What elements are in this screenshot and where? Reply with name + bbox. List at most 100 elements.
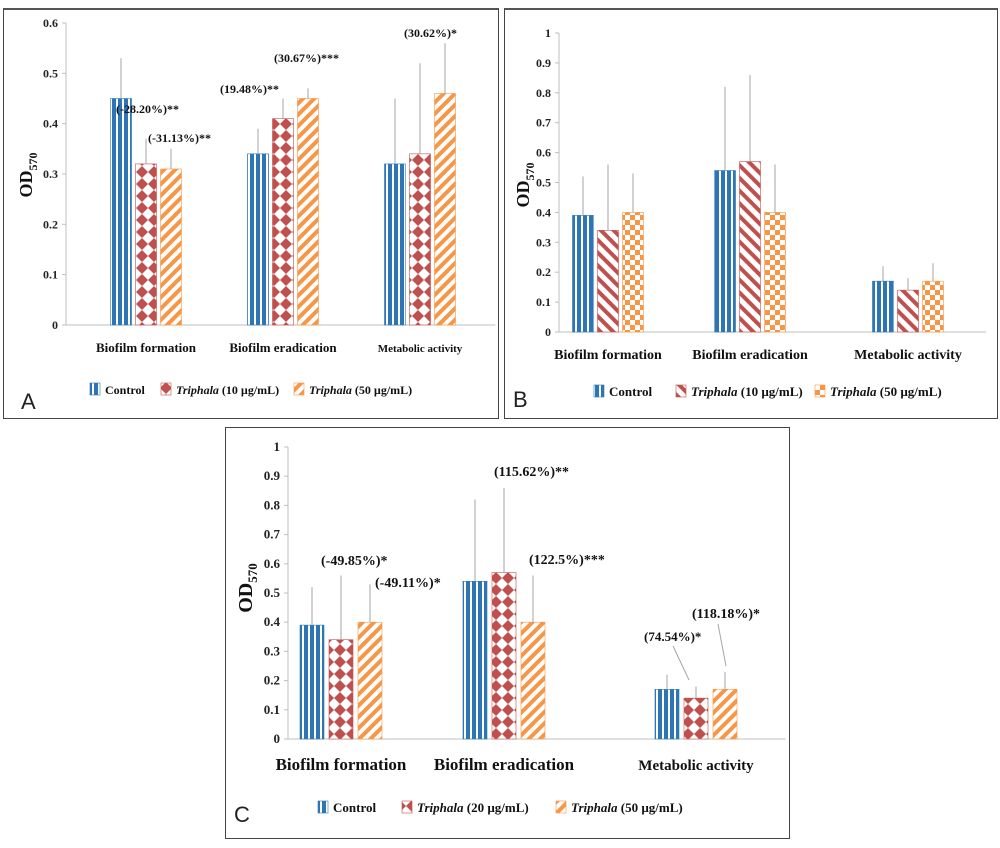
bar (654, 689, 680, 740)
legend-label-text: (50 µg/mL) (876, 384, 941, 399)
chart-c-svg: 0 0.1 0.2 0.3 0.4 0.5 0.6 0.7 0.8 0.9 1 OD570 Biofil… (234, 439, 786, 827)
y-tick-label: 0.1 (536, 295, 551, 309)
category-label: Biofilm formation (554, 348, 662, 363)
panel-letter: A (21, 389, 36, 414)
y-tick-label: 0.4 (43, 117, 58, 131)
legend-swatch (593, 384, 605, 398)
bar (160, 168, 182, 326)
bar (597, 230, 619, 333)
legend-label-italic: Triphala (830, 384, 877, 399)
y-tick-label: 0.6 (264, 556, 281, 571)
significance-annotation: (115.62%)** (494, 465, 569, 480)
y-tick-label: 0.8 (536, 86, 551, 100)
significance-annotation: (19.48%)** (220, 82, 279, 96)
category-label: Biofilm formation (96, 340, 197, 355)
legend-swatch (317, 800, 329, 814)
y-tick-label: 0.3 (536, 235, 551, 249)
legend-label: Triphala (10 µg/mL) (691, 384, 803, 399)
significance-annotation: (-31.13%)** (148, 131, 211, 145)
legend-swatch (293, 382, 305, 396)
y-tick-label: 0.2 (264, 673, 280, 688)
y-axis-label-main: OD (16, 170, 36, 197)
y-tick-label: 0.1 (43, 268, 58, 282)
annotation-leader-line (717, 623, 727, 667)
chart-b-svg: 0 0.1 0.2 0.3 0.4 0.5 0.6 0.7 0.8 0.9 1 OD570 Biofil… (513, 26, 987, 412)
legend-swatch (675, 384, 687, 398)
y-tick-label: 0.6 (536, 146, 551, 160)
y-axis-label-subscript: 570 (26, 153, 40, 171)
legend-label: Control (105, 383, 145, 397)
y-tick-label: 0.7 (264, 527, 281, 542)
y-tick-label: 0.8 (264, 497, 281, 512)
category-label: Biofilm eradication (229, 340, 337, 355)
legend-label-italic: Triphala (309, 383, 352, 397)
significance-annotation: (-49.85%)* (321, 554, 388, 569)
legend-label-text: (10 µg/mL) (219, 383, 279, 397)
bar (897, 289, 919, 333)
legend-swatch (89, 382, 101, 396)
y-axis-label-main: OD (513, 180, 533, 207)
bar (247, 153, 269, 326)
y-tick-label: 0.5 (43, 66, 58, 80)
bar (683, 697, 709, 740)
panel-letter: B (513, 387, 528, 412)
bar (764, 212, 786, 333)
panel-letter: C (234, 802, 250, 827)
bar (272, 118, 294, 326)
y-tick-label: 1 (545, 26, 551, 40)
y-tick-label: 0.4 (264, 614, 281, 629)
legend-label: Control (609, 384, 652, 399)
chart-panel-c: 0 0.1 0.2 0.3 0.4 0.5 0.6 0.7 0.8 0.9 1 OD570 Biofil… (225, 427, 790, 839)
y-tick-label: 0.3 (264, 643, 281, 658)
legend-label-italic: Triphala (176, 383, 219, 397)
bar (714, 170, 736, 333)
legend-label: Triphala (20 µg/mL) (417, 800, 529, 815)
legend-label: Triphala (10 µg/mL) (176, 383, 279, 397)
bar (110, 98, 132, 326)
y-axis-label: OD570 (16, 153, 40, 198)
y-axis-label-subscript: 570 (523, 163, 537, 181)
legend-label: Triphala (50 µg/mL) (571, 800, 683, 815)
significance-annotation: (-49.11%)* (375, 576, 441, 591)
bar (712, 689, 738, 740)
legend-label-text: (50 µg/mL) (352, 383, 412, 397)
legend-label: Control (333, 800, 376, 815)
y-tick-label: 0.9 (264, 468, 281, 483)
y-tick-label: 0 (274, 731, 281, 746)
bar (328, 639, 354, 740)
legend-label-italic: Triphala (417, 800, 464, 815)
y-axis-label-subscript: 570 (245, 563, 260, 583)
category-label: Biofilm formation (276, 755, 407, 774)
annotation-leader-line (672, 645, 690, 681)
chart-panel-a: 0 0.1 0.2 0.3 0.4 0.5 0.6 OD570 Biofilm formatio… (3, 8, 499, 419)
y-tick-label: 0 (545, 325, 551, 339)
bar (135, 163, 157, 326)
legend-swatch (160, 382, 172, 396)
chart-a-svg: 0 0.1 0.2 0.3 0.4 0.5 0.6 OD570 Biofilm formatio… (16, 16, 496, 414)
y-tick-label: 0.5 (264, 585, 281, 600)
category-label: Metabolic activity (378, 343, 463, 355)
legend-label-text: (10 µg/mL) (737, 384, 802, 399)
legend-label-italic: Triphala (691, 384, 738, 399)
legend-swatch (401, 800, 413, 814)
y-axis-label: OD570 (513, 163, 537, 208)
y-axis-label-main: OD (235, 583, 257, 613)
legend-label-text: Control (333, 800, 376, 815)
y-tick-label: 0.2 (43, 217, 58, 231)
bar (409, 153, 431, 326)
bar (622, 212, 644, 333)
legend-label-italic: Triphala (571, 800, 618, 815)
legend-label-text: Control (609, 384, 652, 399)
y-tick-label: 1 (274, 439, 281, 454)
bar (434, 93, 456, 326)
significance-annotation: (118.18%)* (692, 607, 760, 622)
significance-annotation: (30.62%)* (404, 26, 457, 40)
y-tick-label: 0.5 (536, 176, 551, 190)
legend-label-text: (20 µg/mL) (463, 800, 528, 815)
significance-annotation: (-28.20%)** (116, 102, 179, 116)
bar (520, 621, 546, 740)
bar (357, 621, 383, 740)
bar (491, 572, 517, 740)
significance-annotation: (74.54%)* (644, 629, 701, 644)
category-label: Metabolic activity (854, 348, 962, 363)
